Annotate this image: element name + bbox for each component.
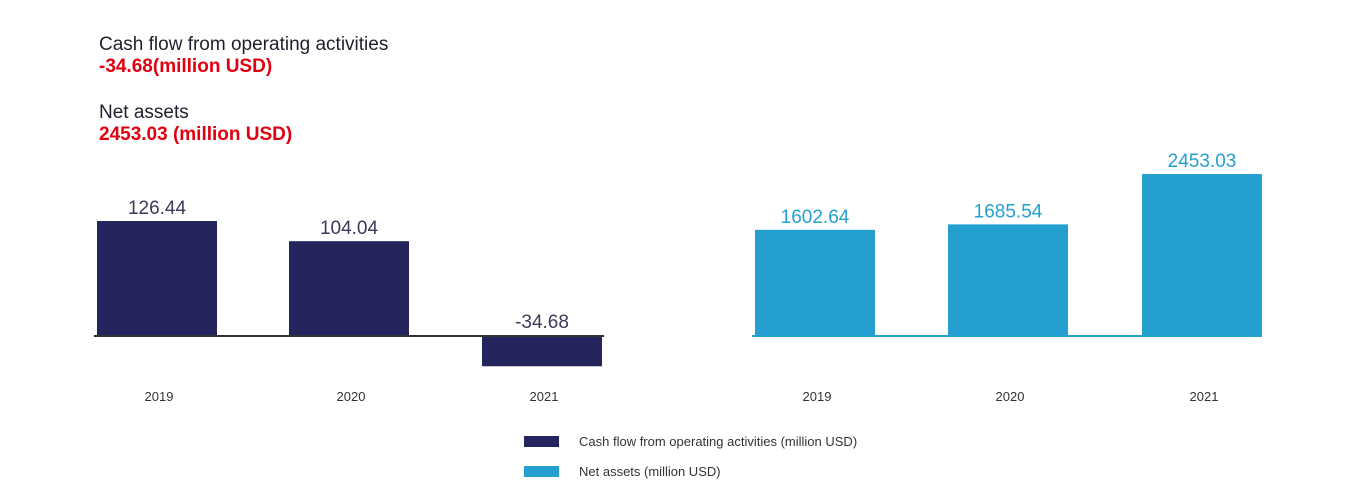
cash-flow-value-label-2019: 126.44 xyxy=(128,198,187,219)
net-assets-value-label-2020: 1685.54 xyxy=(974,201,1043,222)
net-assets-x-tick-2021: 2021 xyxy=(1190,389,1219,404)
net-assets-bar-2019 xyxy=(755,229,875,335)
cash-flow-value-label-2020: 104.04 xyxy=(320,218,379,239)
legend-label-cash-flow: Cash flow from operating activities (mil… xyxy=(579,433,858,449)
net-assets-summary-value: 2453.03 (million USD) xyxy=(99,124,293,145)
legend-item-net-assets: Net assets (million USD) xyxy=(524,462,857,480)
legend-swatch-net-assets xyxy=(524,465,559,477)
net-assets-summary: Net assets 2453.03 (million USD) xyxy=(99,102,388,146)
legend-item-cash-flow: Cash flow from operating activities (mil… xyxy=(524,432,857,450)
cash-flow-value-label-2021: -34.68 xyxy=(515,312,569,333)
cash-flow-x-tick-2021: 2021 xyxy=(530,389,559,404)
net-assets-value-label-2019: 1602.64 xyxy=(781,207,850,228)
net-assets-x-tick-2020: 2020 xyxy=(996,389,1025,404)
legend-label-net-assets: Net assets (million USD) xyxy=(579,463,721,479)
cash-flow-summary-value: -34.68(million USD) xyxy=(99,56,273,77)
net-assets-summary-label: Net assets xyxy=(99,102,189,123)
cash-flow-summary: Cash flow from operating activities -34.… xyxy=(99,34,388,78)
net-assets-bar-2021 xyxy=(1142,174,1262,335)
cash-flow-bar-2020 xyxy=(289,241,409,335)
cash-flow-x-tick-2019: 2019 xyxy=(145,389,174,404)
net-assets-bar-2020 xyxy=(948,224,1068,335)
cash-flow-x-tick-2020: 2020 xyxy=(337,389,366,404)
net-assets-value-label-2021: 2453.03 xyxy=(1168,151,1237,172)
summary-panel: Cash flow from operating activities -34.… xyxy=(99,34,388,146)
net-assets-x-tick-2019: 2019 xyxy=(803,389,832,404)
legend: Cash flow from operating activities (mil… xyxy=(524,432,857,492)
cash-flow-bar-2021 xyxy=(482,335,602,367)
cash-flow-bar-2019 xyxy=(97,221,217,335)
cash-flow-summary-label: Cash flow from operating activities xyxy=(99,34,389,55)
legend-swatch-cash-flow xyxy=(524,435,559,447)
